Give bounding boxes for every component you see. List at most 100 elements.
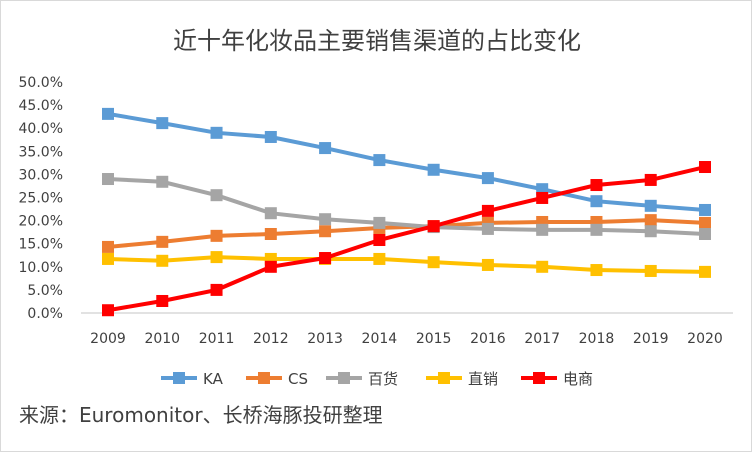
series-电商 <box>102 161 711 317</box>
data-point <box>156 294 169 307</box>
data-point <box>373 252 386 265</box>
x-tick-label: 2014 <box>362 331 398 347</box>
legend-label: CS <box>288 370 308 388</box>
y-tick-label: 40.0% <box>19 121 63 137</box>
data-point <box>264 252 277 265</box>
source-note: 来源：Euromonitor、长桥海豚投研整理 <box>19 403 383 427</box>
data-point <box>210 189 223 202</box>
data-point <box>644 199 657 212</box>
data-point <box>536 191 549 204</box>
data-point <box>156 175 169 188</box>
data-point <box>699 203 711 216</box>
data-point <box>156 117 169 130</box>
data-point <box>481 204 494 217</box>
data-point <box>319 252 332 265</box>
legend-item: CS <box>246 370 308 388</box>
x-tick-label: 2018 <box>579 331 615 347</box>
y-tick-label: 0.0% <box>27 306 63 322</box>
legend-marker <box>438 372 450 384</box>
data-point <box>644 264 657 277</box>
y-tick-label: 5.0% <box>27 283 63 299</box>
y-tick-label: 10.0% <box>19 260 63 276</box>
data-point <box>699 227 711 240</box>
data-point <box>427 163 440 176</box>
series-line <box>107 255 706 274</box>
data-point <box>644 214 657 227</box>
legend-label: 电商 <box>563 370 593 388</box>
data-point <box>481 222 494 235</box>
data-point <box>590 223 603 236</box>
series-line <box>107 218 706 249</box>
y-tick-label: 50.0% <box>19 75 63 91</box>
series-直销 <box>102 251 711 278</box>
y-tick-label: 25.0% <box>19 191 63 207</box>
data-point <box>644 225 657 238</box>
data-point <box>264 207 277 220</box>
series-line <box>107 177 706 236</box>
legend-marker <box>338 372 350 384</box>
data-point <box>210 251 223 264</box>
data-point <box>264 130 277 143</box>
data-point <box>536 223 549 236</box>
data-point <box>319 213 332 226</box>
legend-marker <box>173 372 185 384</box>
series-line <box>107 111 706 212</box>
data-point <box>699 216 711 229</box>
data-point <box>699 265 711 278</box>
data-point <box>699 161 711 174</box>
data-point <box>373 216 386 229</box>
data-point <box>210 229 223 242</box>
legend-label: 百货 <box>368 370 398 388</box>
data-point <box>481 258 494 271</box>
x-tick-label: 2016 <box>470 331 506 347</box>
y-tick-label: 30.0% <box>19 167 63 183</box>
data-point <box>102 173 114 186</box>
series-KA <box>102 107 711 216</box>
data-point <box>210 126 223 139</box>
x-tick-label: 2010 <box>144 331 180 347</box>
legend-marker <box>533 372 545 384</box>
legend-item: 百货 <box>326 370 398 388</box>
y-tick-label: 15.0% <box>19 237 63 253</box>
data-point <box>373 154 386 167</box>
legend-label: 直销 <box>468 370 498 388</box>
legend-item: 电商 <box>521 370 593 388</box>
data-point <box>319 142 332 155</box>
data-point <box>644 173 657 186</box>
y-tick-label: 45.0% <box>19 98 63 114</box>
data-point <box>210 283 223 296</box>
data-point <box>102 304 114 317</box>
data-point <box>102 107 114 120</box>
legend-label: KA <box>203 370 224 388</box>
data-point <box>102 240 114 253</box>
x-tick-label: 2012 <box>253 331 289 347</box>
x-tick-label: 2015 <box>416 331 452 347</box>
x-tick-label: 2019 <box>633 331 669 347</box>
x-tick-label: 2013 <box>307 331 343 347</box>
data-point <box>590 179 603 192</box>
legend-item: 直销 <box>426 370 498 388</box>
y-tick-label: 20.0% <box>19 214 63 230</box>
data-point <box>590 264 603 277</box>
data-point <box>590 195 603 208</box>
data-point <box>264 260 277 273</box>
data-point <box>156 254 169 267</box>
x-tick-label: 2009 <box>90 331 126 347</box>
series-line <box>107 165 706 313</box>
data-point <box>102 252 114 265</box>
data-point <box>427 220 440 233</box>
legend-item: KA <box>161 370 224 388</box>
x-tick-label: 2011 <box>199 331 235 347</box>
chart-title: 近十年化妆品主要销售渠道的占比变化 <box>173 27 581 55</box>
legend-marker <box>258 372 270 384</box>
y-tick-label: 35.0% <box>19 144 63 160</box>
data-point <box>427 256 440 269</box>
data-point <box>264 227 277 240</box>
data-point <box>373 234 386 247</box>
data-point <box>536 260 549 273</box>
data-point <box>481 172 494 185</box>
data-point <box>319 225 332 238</box>
x-tick-label: 2017 <box>524 331 560 347</box>
